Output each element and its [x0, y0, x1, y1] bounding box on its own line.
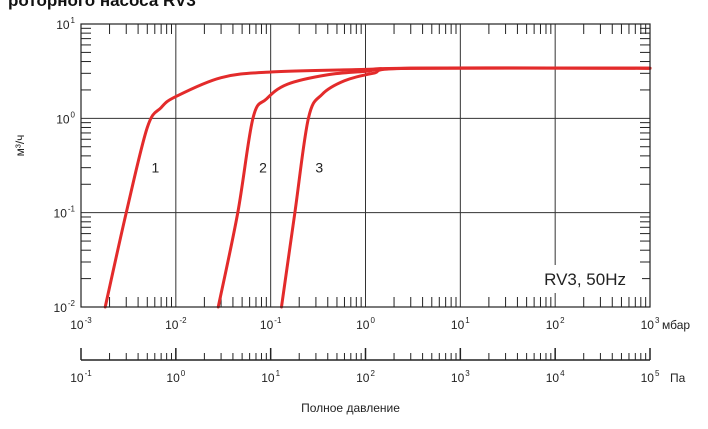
- x-tick-label: 103: [641, 316, 660, 332]
- plot-frame: [80, 23, 651, 308]
- x-tick-label: 101: [451, 316, 470, 332]
- x2-tick-label: 100: [166, 369, 185, 385]
- grid: [81, 24, 650, 307]
- annotation-text: RV3, 50Hz: [544, 270, 626, 289]
- x2-tick-label: 101: [261, 369, 280, 385]
- x2-tick-label: 105: [641, 369, 660, 385]
- y-tick-label: 101: [56, 16, 75, 32]
- x-axis-unit: мбар: [662, 318, 690, 332]
- chart-title: роторного насоса RV3: [8, 0, 196, 10]
- pa-axis: 10-1 100 101 102 103 104 105: [70, 348, 660, 385]
- x2-tick-label: 102: [356, 369, 375, 385]
- y-axis-label: м³/ч: [13, 135, 27, 157]
- x2-tick-label: 104: [546, 369, 565, 385]
- x-tick-label: 10-1: [260, 316, 282, 332]
- x-tick-label: 10-3: [70, 316, 92, 332]
- x-tick-label: 10-2: [165, 316, 187, 332]
- x-axis-label: Полное давление: [301, 401, 400, 415]
- x2-tick-label: 10-1: [70, 369, 92, 385]
- x-tick-label: 102: [546, 316, 565, 332]
- series-label-3: 3: [315, 160, 323, 176]
- series-group: 1 2 3: [103, 66, 652, 309]
- x2-tick-label: 103: [451, 369, 470, 385]
- x-tick-label: 100: [356, 316, 375, 332]
- y-tick-label: 10-1: [54, 205, 76, 221]
- y-tick-label: 10-2: [54, 299, 76, 315]
- y-tick-label: 100: [56, 110, 75, 126]
- x2-axis-unit: Па: [670, 371, 686, 385]
- series-label-2: 2: [259, 160, 267, 176]
- series-line-3: [279, 66, 652, 309]
- series-label-1: 1: [151, 160, 159, 176]
- minor-ticks: [81, 24, 650, 307]
- annotation-box: RV3, 50Hz: [530, 265, 642, 293]
